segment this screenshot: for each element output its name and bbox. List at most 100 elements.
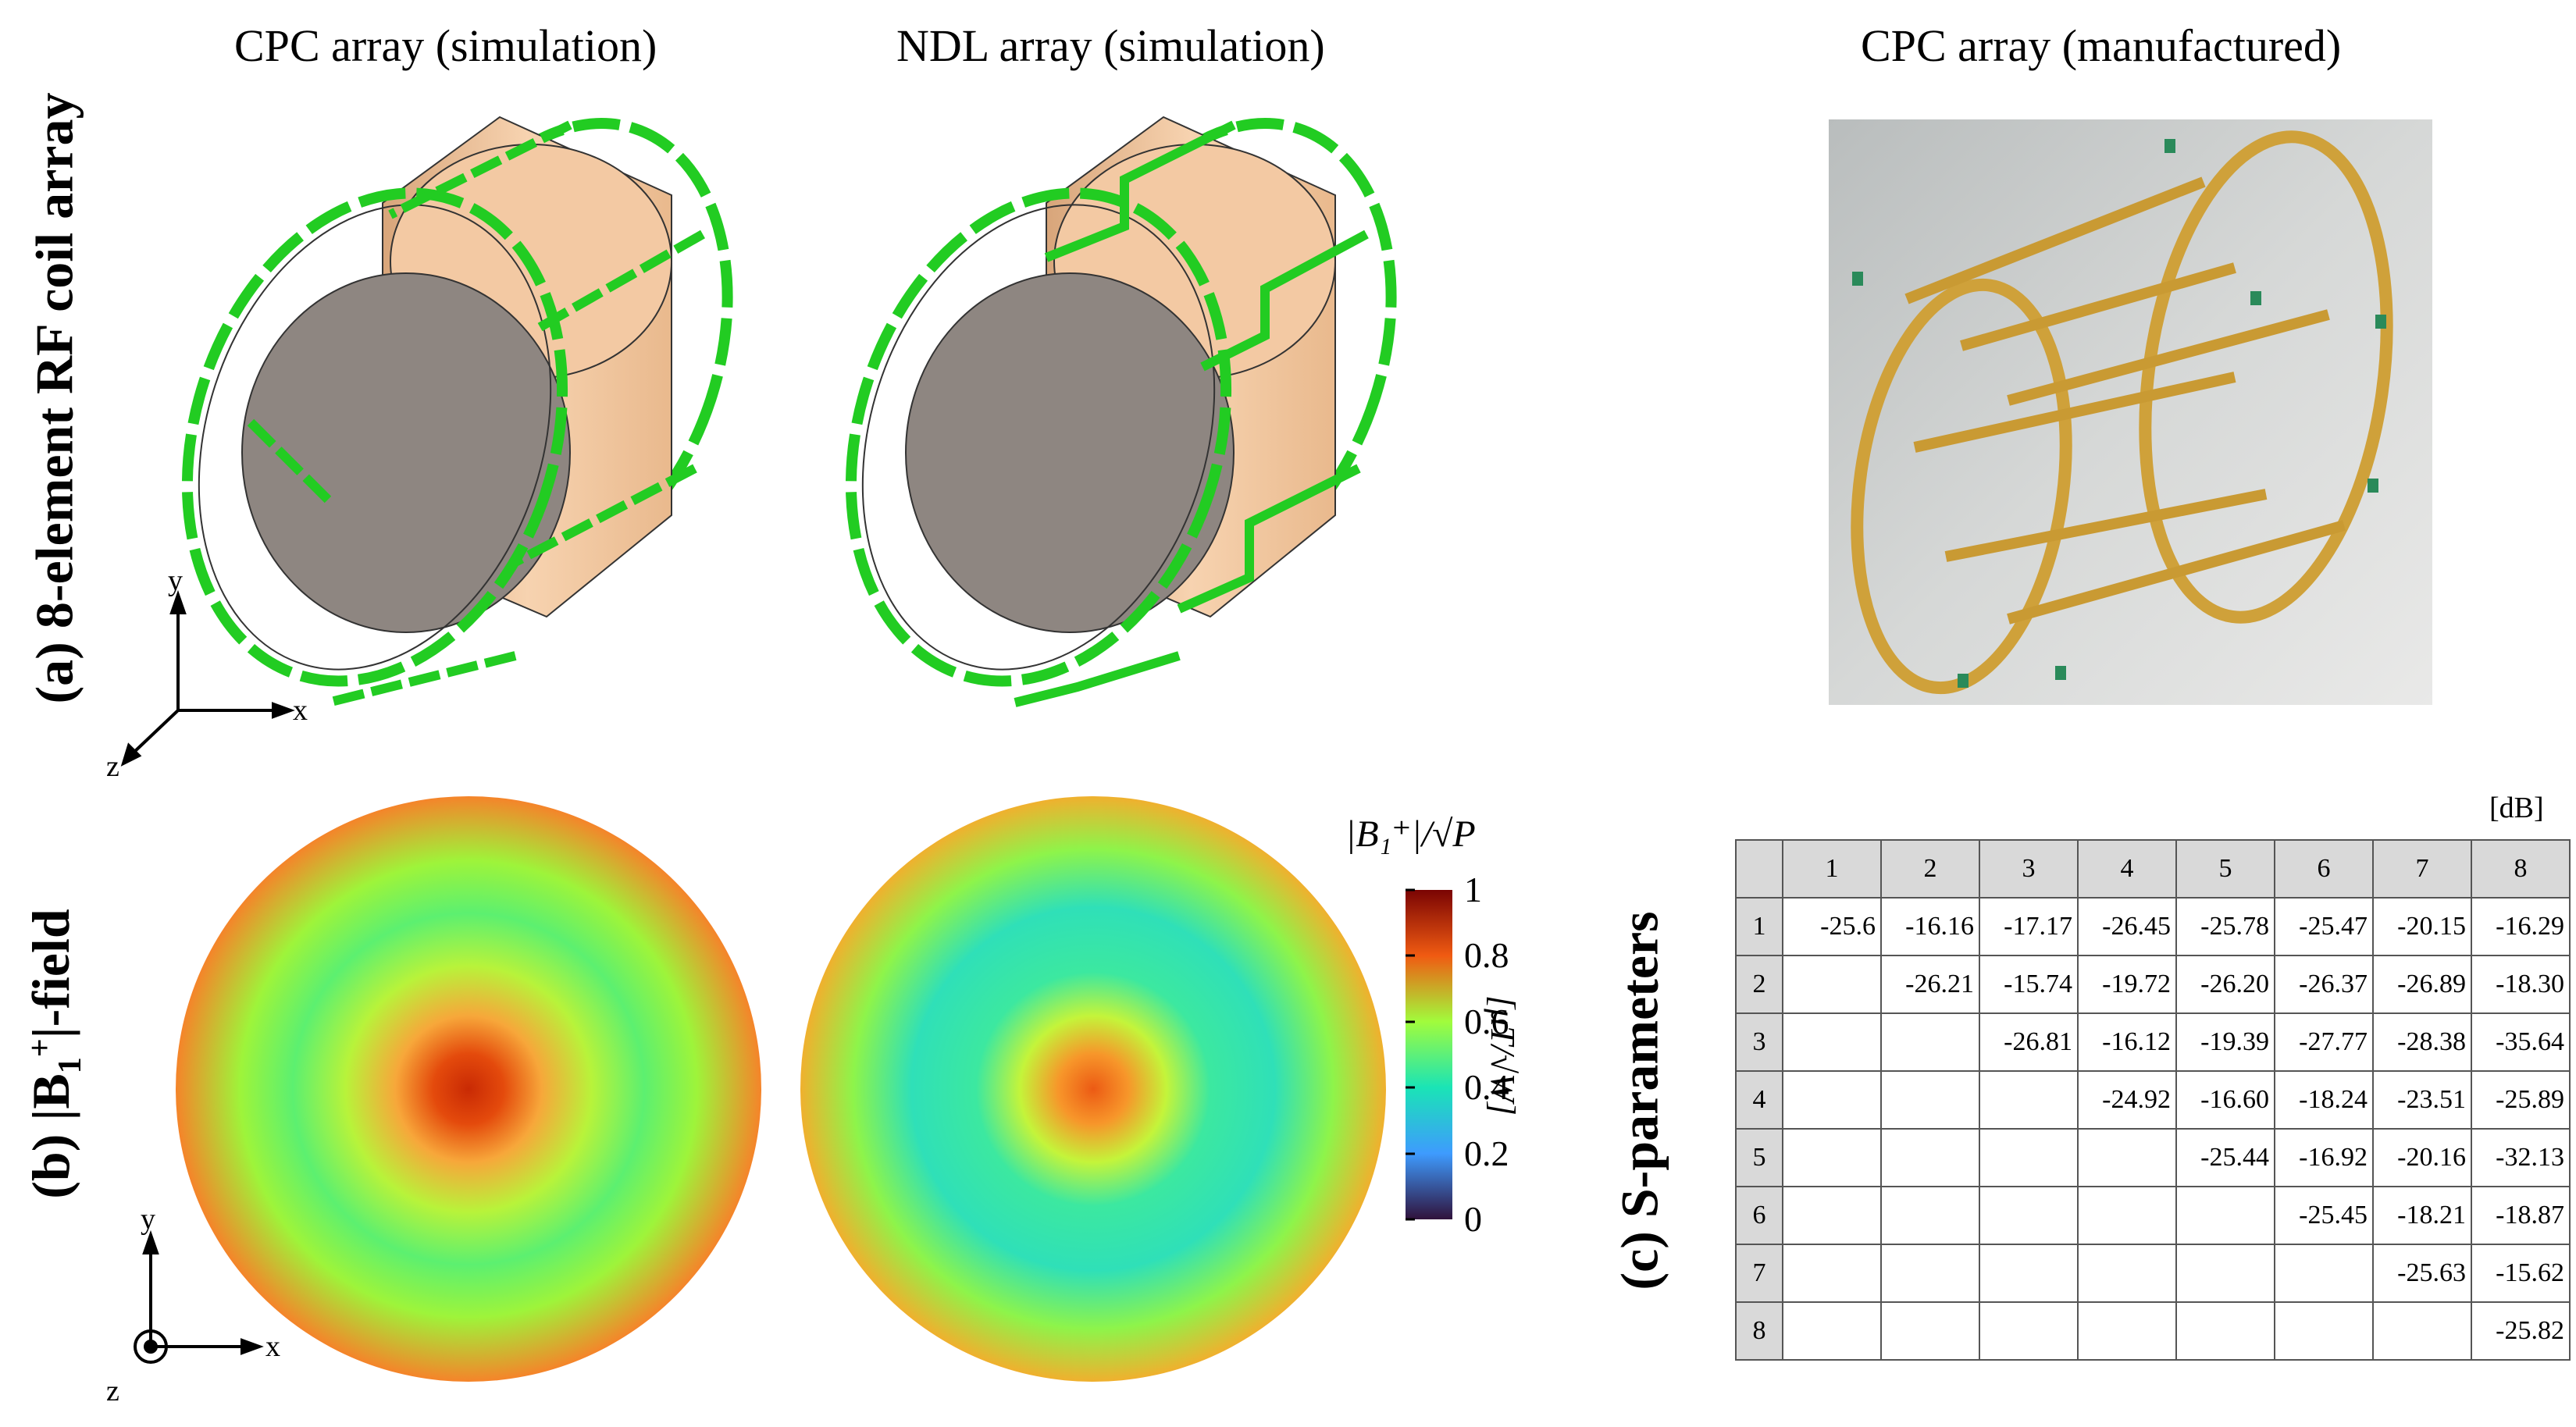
table-cell: [1880, 1301, 1980, 1361]
table-cell: -20.15: [2372, 897, 2472, 956]
row-header: 2: [1735, 955, 1783, 1014]
table-cell: [1880, 1186, 1980, 1245]
table-cell: -27.77: [2274, 1012, 2374, 1072]
row-label-b: (b) |B1+|-field: [21, 909, 88, 1199]
col-header: 5: [2175, 839, 2275, 899]
table-cell: [2077, 1244, 2177, 1303]
table-cell: [1880, 1244, 1980, 1303]
colorbar-unit: [μT/√W]: [1484, 995, 1522, 1116]
table-cell: -26.20: [2175, 955, 2275, 1014]
table-cell: [1979, 1301, 2079, 1361]
title-cpc-simulation: CPC array (simulation): [234, 20, 657, 71]
axis-label-x-b: x: [265, 1330, 280, 1363]
colorbar-tick: 1: [1464, 870, 1482, 909]
table-row: 5 -25.44 -16.92 -20.16 -32.13: [1735, 1128, 2571, 1187]
table-cell: -25.78: [2175, 897, 2275, 956]
table-row: 1 -25.6 -16.16 -17.17 -26.45 -25.78 -25.47 -20.…: [1735, 897, 2571, 956]
axis-label-y-b: y: [141, 1203, 155, 1236]
table-cell: -25.89: [2471, 1070, 2571, 1130]
table-cell: -25.45: [2274, 1186, 2374, 1245]
table-cell: [1979, 1128, 2079, 1187]
table-cell: [2175, 1186, 2275, 1245]
cpc-field-map: [176, 796, 761, 1382]
axis-label-z-b: z: [106, 1375, 119, 1407]
col-header: 4: [2077, 839, 2177, 899]
table-cell: [2274, 1244, 2374, 1303]
table-row: 8 -25.82: [1735, 1301, 2571, 1361]
manufactured-coil-photo: [1829, 119, 2432, 705]
axis-label-z-a: z: [106, 750, 119, 783]
table-cell: -26.21: [1880, 955, 1980, 1014]
title-ndl-simulation: NDL array (simulation): [896, 20, 1325, 71]
ndl-coil-model: [845, 116, 1397, 707]
table-cell: -25.44: [2175, 1128, 2275, 1187]
sparams-unit: [dB]: [2489, 792, 2544, 824]
cpc-coil-model: [181, 116, 733, 707]
table-cell: [2077, 1301, 2177, 1361]
table-cell: [2175, 1244, 2275, 1303]
table-cell: [1782, 955, 1882, 1014]
table-cell: -24.92: [2077, 1070, 2177, 1130]
table-cell: -25.47: [2274, 897, 2374, 956]
table-cell: [2077, 1128, 2177, 1187]
table-cell: [1880, 1012, 1980, 1072]
table-cell: -19.72: [2077, 955, 2177, 1014]
table-row: 3 -26.81 -16.12 -19.39 -27.77 -28.38 -35.64: [1735, 1012, 2571, 1072]
table-cell: -25.82: [2471, 1301, 2571, 1361]
row-header: 7: [1735, 1244, 1783, 1303]
colorbar-tick: 0.4: [1464, 1067, 1509, 1107]
table-cell: [1782, 1301, 1882, 1361]
table-cell: -32.13: [2471, 1128, 2571, 1187]
row-header: 1: [1735, 897, 1783, 956]
table-cell: -16.92: [2274, 1128, 2374, 1187]
table-cell: -25.63: [2372, 1244, 2472, 1303]
table-row: 6 -25.45 -18.21 -18.87: [1735, 1186, 2571, 1245]
axis-label-y-a: y: [168, 564, 183, 597]
table-cell: -16.12: [2077, 1012, 2177, 1072]
col-header: 7: [2372, 839, 2472, 899]
table-cell: [1782, 1186, 1882, 1245]
table-cell: -16.29: [2471, 897, 2571, 956]
table-cell: [1880, 1128, 1980, 1187]
row-header: 5: [1735, 1128, 1783, 1187]
sparams-table: 1 2 3 4 5 6 7 8 1 -25.6 -16.16 -17.17 -26.45…: [1735, 839, 2571, 1361]
table-cell: -20.16: [2372, 1128, 2472, 1187]
col-header: 3: [1979, 839, 2079, 899]
col-header: 8: [2471, 839, 2571, 899]
table-corner: [1735, 839, 1783, 899]
colorbar: [1406, 890, 1452, 1219]
table-cell: -23.51: [2372, 1070, 2472, 1130]
axes-triad-b: [134, 1229, 264, 1364]
ndl-field-map: [800, 796, 1386, 1382]
row-header: 6: [1735, 1186, 1783, 1245]
table-cell: [1979, 1070, 2079, 1130]
table-row: 2 -26.21 -15.74 -19.72 -26.20 -26.37 -26.89 -18…: [1735, 955, 2571, 1014]
table-cell: [2274, 1301, 2374, 1361]
table-cell: -18.21: [2372, 1186, 2472, 1245]
table-cell: [1782, 1070, 1882, 1130]
row-header: 8: [1735, 1301, 1783, 1361]
row-header: 3: [1735, 1012, 1783, 1072]
axis-label-x-a: x: [293, 694, 308, 727]
table-cell: [1979, 1244, 2079, 1303]
table-cell: -15.62: [2471, 1244, 2571, 1303]
colorbar-tick: 0.2: [1464, 1133, 1509, 1173]
col-header: 2: [1880, 839, 1980, 899]
table-cell: -18.87: [2471, 1186, 2571, 1245]
table-cell: -15.74: [1979, 955, 2079, 1014]
table-cell: [1782, 1128, 1882, 1187]
col-header: 1: [1782, 839, 1882, 899]
row-header: 4: [1735, 1070, 1783, 1130]
table-cell: -19.39: [2175, 1012, 2275, 1072]
table-cell: [2077, 1186, 2177, 1245]
table-cell: -35.64: [2471, 1012, 2571, 1072]
table-cell: -28.38: [2372, 1012, 2472, 1072]
table-cell: -26.37: [2274, 955, 2374, 1014]
title-cpc-manufactured: CPC array (manufactured): [1861, 20, 2342, 71]
colorbar-tick: 0.6: [1464, 1002, 1509, 1041]
colorbar-tick: 0: [1464, 1199, 1482, 1239]
table-header-row: 1 2 3 4 5 6 7 8: [1735, 839, 2571, 899]
colorbar-tick: 0.8: [1464, 935, 1509, 975]
col-header: 6: [2274, 839, 2374, 899]
table-cell: [2175, 1301, 2275, 1361]
